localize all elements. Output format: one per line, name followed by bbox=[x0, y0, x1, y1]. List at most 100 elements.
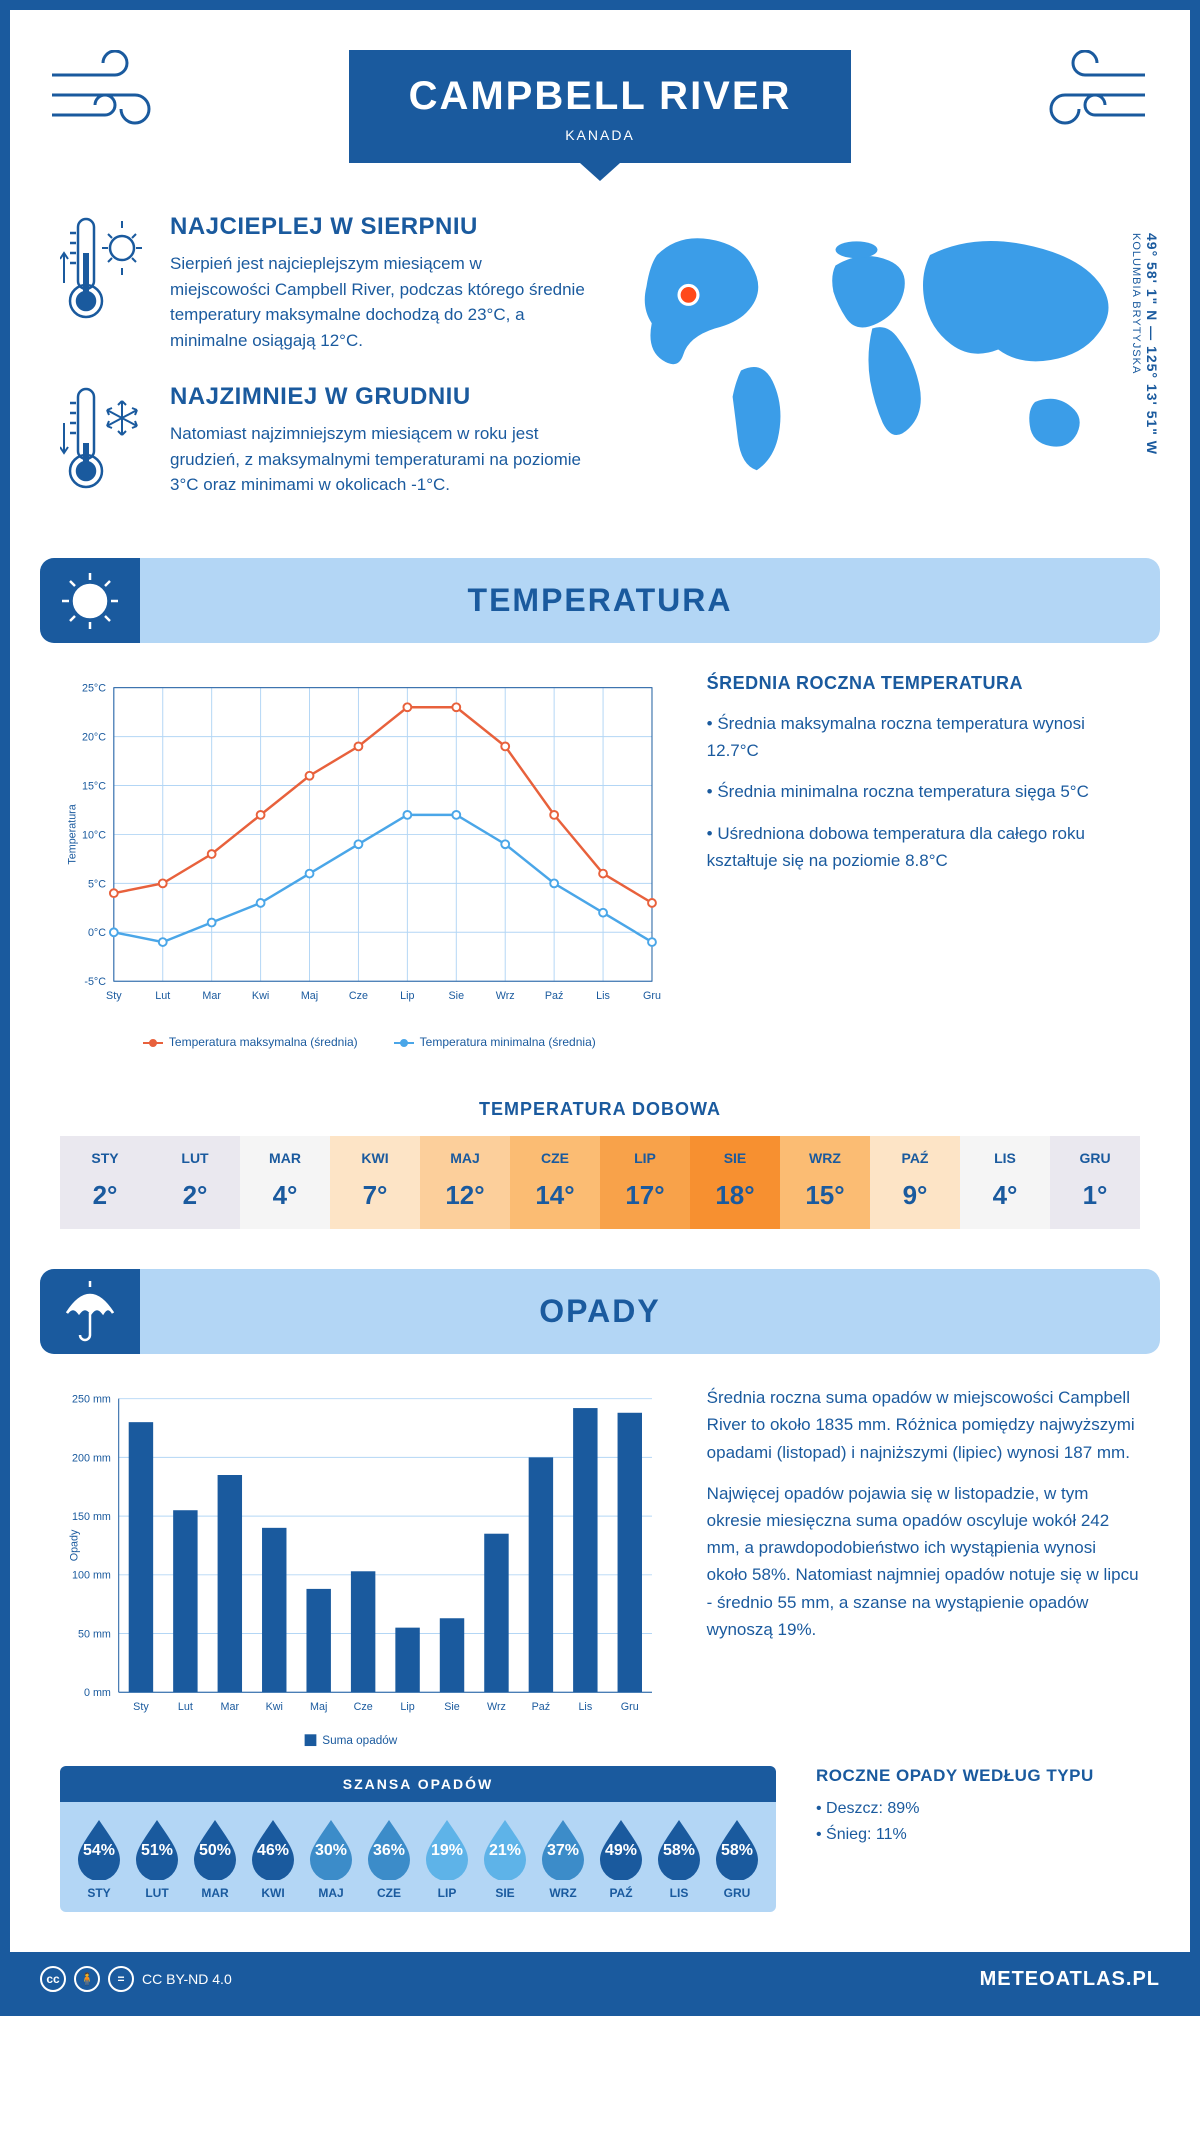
wind-icon-right bbox=[1030, 50, 1150, 145]
svg-text:200 mm: 200 mm bbox=[72, 1453, 111, 1465]
precip-type-line: • Śnieg: 11% bbox=[816, 1822, 1140, 1848]
fact-hot-text: Sierpień jest najcieplejszym miesiącem w… bbox=[170, 251, 585, 353]
chance-cell: 58%GRU bbox=[708, 1816, 766, 1900]
location-marker bbox=[679, 285, 698, 304]
coordinates-label: 49° 58' 1" N — 125° 13' 51" WKOLUMBIA BR… bbox=[1128, 233, 1160, 455]
world-map: 49° 58' 1" N — 125° 13' 51" WKOLUMBIA BR… bbox=[615, 213, 1140, 528]
svg-text:150 mm: 150 mm bbox=[72, 1511, 111, 1523]
page-title: CAMPBELL RIVER bbox=[409, 74, 792, 119]
section-header-precipitation: OPADY bbox=[40, 1269, 1160, 1354]
cc-icon: cc bbox=[40, 1966, 66, 1992]
daily-temp-cell: KWI7° bbox=[330, 1136, 420, 1229]
fact-cold-title: NAJZIMNIEJ W GRUDNIU bbox=[170, 383, 585, 411]
svg-text:10°C: 10°C bbox=[82, 829, 106, 841]
temp-stats-title: ŚREDNIA ROCZNA TEMPERATURA bbox=[707, 673, 1140, 694]
svg-text:5°C: 5°C bbox=[88, 878, 106, 890]
svg-text:15°C: 15°C bbox=[82, 780, 106, 792]
svg-text:Kwi: Kwi bbox=[266, 1701, 283, 1713]
sun-icon bbox=[40, 558, 140, 643]
daily-temp-cell: LIP17° bbox=[600, 1136, 690, 1229]
fact-hot-title: NAJCIEPLEJ W SIERPNIU bbox=[170, 213, 585, 241]
section-header-temperature: TEMPERATURA bbox=[40, 558, 1160, 643]
daily-temp-cell: MAJ12° bbox=[420, 1136, 510, 1229]
chance-cell: 21%SIE bbox=[476, 1816, 534, 1900]
daily-temp-cell: PAŹ9° bbox=[870, 1136, 960, 1229]
svg-text:Lut: Lut bbox=[155, 990, 170, 1002]
title-banner: CAMPBELL RIVER KANADA bbox=[349, 50, 852, 163]
chance-cell: 58%LIS bbox=[650, 1816, 708, 1900]
temperature-stats: ŚREDNIA ROCZNA TEMPERATURA • Średnia mak… bbox=[707, 673, 1140, 1049]
precipitation-text: Średnia roczna suma opadów w miejscowośc… bbox=[707, 1384, 1140, 1756]
precipitation-bar-chart: 0 mm50 mm100 mm150 mm200 mm250 mmOpadySt… bbox=[60, 1384, 667, 1756]
svg-text:Lis: Lis bbox=[596, 990, 610, 1002]
chance-cell: 49%PAŹ bbox=[592, 1816, 650, 1900]
precipitation-types: ROCZNE OPADY WEDŁUG TYPU • Deszcz: 89%• … bbox=[816, 1766, 1140, 1847]
svg-text:-5°C: -5°C bbox=[84, 976, 106, 988]
daily-temp-cell: CZE14° bbox=[510, 1136, 600, 1229]
svg-text:Mar: Mar bbox=[202, 990, 221, 1002]
temperature-legend: Temperatura maksymalna (średnia)Temperat… bbox=[60, 1035, 667, 1049]
svg-text:20°C: 20°C bbox=[82, 732, 106, 744]
svg-text:Kwi: Kwi bbox=[252, 990, 269, 1002]
thermometer-sun-icon bbox=[60, 213, 150, 353]
svg-text:Suma opadów: Suma opadów bbox=[322, 1734, 398, 1747]
svg-text:0°C: 0°C bbox=[88, 927, 106, 939]
page-subtitle: KANADA bbox=[409, 127, 792, 143]
svg-text:Paź: Paź bbox=[532, 1701, 551, 1713]
svg-text:Cze: Cze bbox=[349, 990, 368, 1002]
header: CAMPBELL RIVER KANADA bbox=[10, 10, 1190, 193]
temp-stat-line: • Uśredniona dobowa temperatura dla całe… bbox=[707, 820, 1140, 874]
license-label: cc 🧍 = CC BY-ND 4.0 bbox=[40, 1966, 232, 1992]
chance-cell: 36%CZE bbox=[360, 1816, 418, 1900]
svg-text:Sty: Sty bbox=[106, 990, 122, 1002]
chance-cell: 50%MAR bbox=[186, 1816, 244, 1900]
wind-icon-left bbox=[50, 50, 170, 145]
daily-temp-title: TEMPERATURA DOBOWA bbox=[10, 1099, 1190, 1120]
daily-temp-cell: MAR4° bbox=[240, 1136, 330, 1229]
footer: cc 🧍 = CC BY-ND 4.0 METEOATLAS.PL bbox=[10, 1952, 1190, 2006]
svg-text:Gru: Gru bbox=[621, 1701, 639, 1713]
svg-text:Cze: Cze bbox=[354, 1701, 373, 1713]
fact-cold-text: Natomiast najzimniejszym miesiącem w rok… bbox=[170, 421, 585, 498]
svg-text:Opady: Opady bbox=[69, 1529, 81, 1561]
precipitation-chance-box: SZANSA OPADÓW 54%STY51%LUT50%MAR46%KWI30… bbox=[60, 1766, 776, 1912]
umbrella-icon bbox=[40, 1269, 140, 1354]
svg-text:Temperatura: Temperatura bbox=[67, 804, 79, 864]
daily-temperature-grid: STY2°LUT2°MAR4°KWI7°MAJ12°CZE14°LIP17°SI… bbox=[60, 1136, 1140, 1229]
svg-text:Mar: Mar bbox=[221, 1701, 240, 1713]
chance-cell: 54%STY bbox=[70, 1816, 128, 1900]
brand-label: METEOATLAS.PL bbox=[980, 1968, 1160, 1991]
chance-title: SZANSA OPADÓW bbox=[60, 1766, 776, 1802]
thermometer-snow-icon bbox=[60, 383, 150, 498]
svg-text:Lut: Lut bbox=[178, 1701, 193, 1713]
temp-stat-line: • Średnia maksymalna roczna temperatura … bbox=[707, 710, 1140, 764]
daily-temp-cell: WRZ15° bbox=[780, 1136, 870, 1229]
svg-text:100 mm: 100 mm bbox=[72, 1570, 111, 1582]
nd-icon: = bbox=[108, 1966, 134, 1992]
by-icon: 🧍 bbox=[74, 1966, 100, 1992]
svg-text:Lip: Lip bbox=[400, 990, 414, 1002]
svg-text:Maj: Maj bbox=[310, 1701, 327, 1713]
temperature-line-chart: -5°C 0°C 5°C 10°C 15°C 20°C 25°C Sty Lut Mar Kwi Ma… bbox=[60, 673, 667, 1025]
svg-text:Sie: Sie bbox=[444, 1701, 460, 1713]
svg-text:Maj: Maj bbox=[301, 990, 318, 1002]
svg-text:50 mm: 50 mm bbox=[78, 1629, 111, 1641]
fact-coldest: NAJZIMNIEJ W GRUDNIU Natomiast najzimnie… bbox=[60, 383, 585, 498]
svg-text:Paź: Paź bbox=[545, 990, 564, 1002]
daily-temp-cell: STY2° bbox=[60, 1136, 150, 1229]
svg-text:Gru: Gru bbox=[643, 990, 661, 1002]
chance-cell: 30%MAJ bbox=[302, 1816, 360, 1900]
fact-hottest: NAJCIEPLEJ W SIERPNIU Sierpień jest najc… bbox=[60, 213, 585, 353]
daily-temp-cell: GRU1° bbox=[1050, 1136, 1140, 1229]
svg-text:Lis: Lis bbox=[578, 1701, 592, 1713]
svg-text:Sie: Sie bbox=[449, 990, 465, 1002]
svg-text:25°C: 25°C bbox=[82, 683, 106, 695]
daily-temp-cell: LUT2° bbox=[150, 1136, 240, 1229]
svg-text:Sty: Sty bbox=[133, 1701, 149, 1713]
chance-cell: 46%KWI bbox=[244, 1816, 302, 1900]
chance-cell: 37%WRZ bbox=[534, 1816, 592, 1900]
chance-cell: 51%LUT bbox=[128, 1816, 186, 1900]
chance-cell: 19%LIP bbox=[418, 1816, 476, 1900]
svg-text:250 mm: 250 mm bbox=[72, 1394, 111, 1406]
svg-text:Lip: Lip bbox=[400, 1701, 414, 1713]
